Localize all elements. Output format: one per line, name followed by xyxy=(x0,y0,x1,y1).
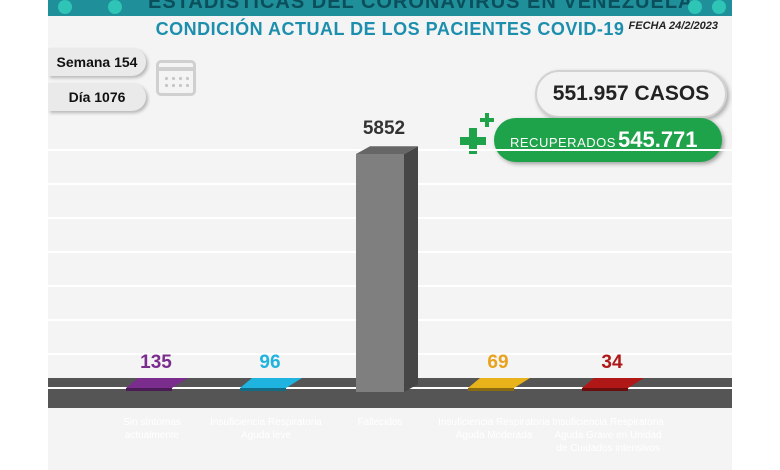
data-label: 34 xyxy=(601,352,623,373)
bar-edge xyxy=(126,388,172,391)
category-label: Insuficiencia Respiratoria Aguda leve xyxy=(210,417,322,441)
recovered-label: RECUPERADOS xyxy=(510,135,616,150)
category-label: Insuficiencia Respiratoria Aguda Moderad… xyxy=(438,417,550,441)
virus-icon xyxy=(688,0,702,14)
bar xyxy=(582,378,644,388)
virus-icon xyxy=(108,0,122,14)
plus-icon xyxy=(460,128,486,154)
data-label: 5852 xyxy=(363,118,405,139)
virus-icon xyxy=(712,0,726,14)
bar xyxy=(126,378,188,388)
bar-top xyxy=(356,146,418,154)
calendar-icon xyxy=(156,60,196,96)
plus-icon xyxy=(480,113,494,127)
data-label: 135 xyxy=(140,352,172,373)
recovered-value: 545.771 xyxy=(618,127,698,152)
bar-edge xyxy=(582,388,628,391)
bar-chart: 135 96 5852 69 34 xyxy=(48,118,732,392)
recovered-box: RECUPERADOS 545.771 xyxy=(494,118,722,162)
category-label: Sin síntomas actualmente xyxy=(123,417,181,441)
bar-side xyxy=(404,146,418,392)
page-title: CONDICIÓN ACTUAL DE LOS PACIENTES COVID-… xyxy=(155,19,625,39)
report-date: FECHA 24/2/2023 xyxy=(628,20,718,32)
bar xyxy=(356,154,404,392)
category-label: Insuficiencia Respiratoria Aguda Grave e… xyxy=(552,417,664,454)
data-label: 96 xyxy=(259,352,280,373)
category-label: Fallecidos xyxy=(357,417,403,428)
bar-edge xyxy=(468,388,514,391)
data-label: 69 xyxy=(487,352,508,373)
total-cases: 551.957 CASOS xyxy=(535,70,727,118)
week-badge: Semana 154 xyxy=(48,48,146,76)
day-badge: Día 1076 xyxy=(48,83,146,111)
virus-icon xyxy=(58,0,72,14)
top-banner: ESTADÍSTICAS DEL CORONAVIRUS EN VENEZUEL… xyxy=(48,0,732,16)
banner-text: ESTADÍSTICAS DEL CORONAVIRUS EN VENEZUEL… xyxy=(148,0,694,13)
bar xyxy=(468,378,530,388)
bar xyxy=(240,378,302,388)
infographic: ESTADÍSTICAS DEL CORONAVIRUS EN VENEZUEL… xyxy=(48,0,732,470)
bar-edge xyxy=(240,388,286,391)
